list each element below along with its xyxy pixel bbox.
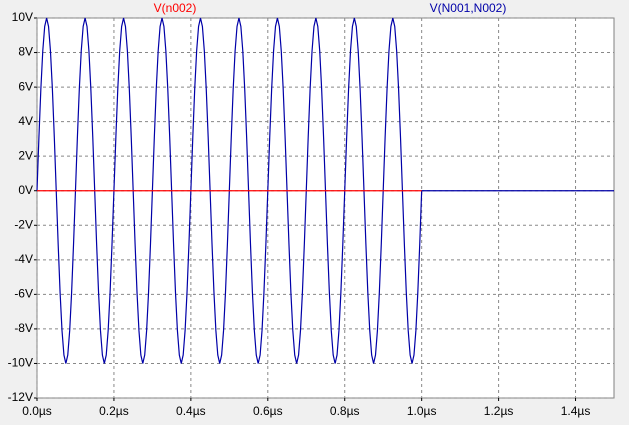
x-tick-label: 0.6µs: [253, 404, 283, 418]
y-tick-label: -2V: [14, 217, 33, 231]
x-tick-label: 0.8µs: [330, 404, 360, 418]
y-tick-label: 2V: [18, 148, 33, 162]
y-tick-label: 6V: [18, 79, 33, 93]
x-tick-label: 0.0µs: [22, 404, 52, 418]
legend-entry: V(n002): [154, 1, 197, 15]
y-tick-label: -12V: [8, 390, 33, 404]
x-tick-label: 1.2µs: [484, 404, 514, 418]
x-tick-label: 0.4µs: [176, 404, 206, 418]
y-tick-label: 0V: [18, 183, 33, 197]
y-tick-label: 8V: [18, 45, 33, 59]
x-tick-label: 1.0µs: [407, 404, 437, 418]
x-tick-label: 0.2µs: [99, 404, 129, 418]
y-tick-label: 10V: [12, 10, 33, 24]
y-tick-label: 4V: [18, 114, 33, 128]
x-tick-label: 1.4µs: [561, 404, 591, 418]
series-line: [36, 17, 614, 364]
y-tick-label: -8V: [14, 321, 33, 335]
plot-area: [36, 17, 615, 399]
y-tick-label: -4V: [14, 252, 33, 266]
legend-entry: V(N001,N002): [430, 1, 507, 15]
y-tick-label: -6V: [14, 287, 33, 301]
y-tick-label: -10V: [8, 356, 33, 370]
